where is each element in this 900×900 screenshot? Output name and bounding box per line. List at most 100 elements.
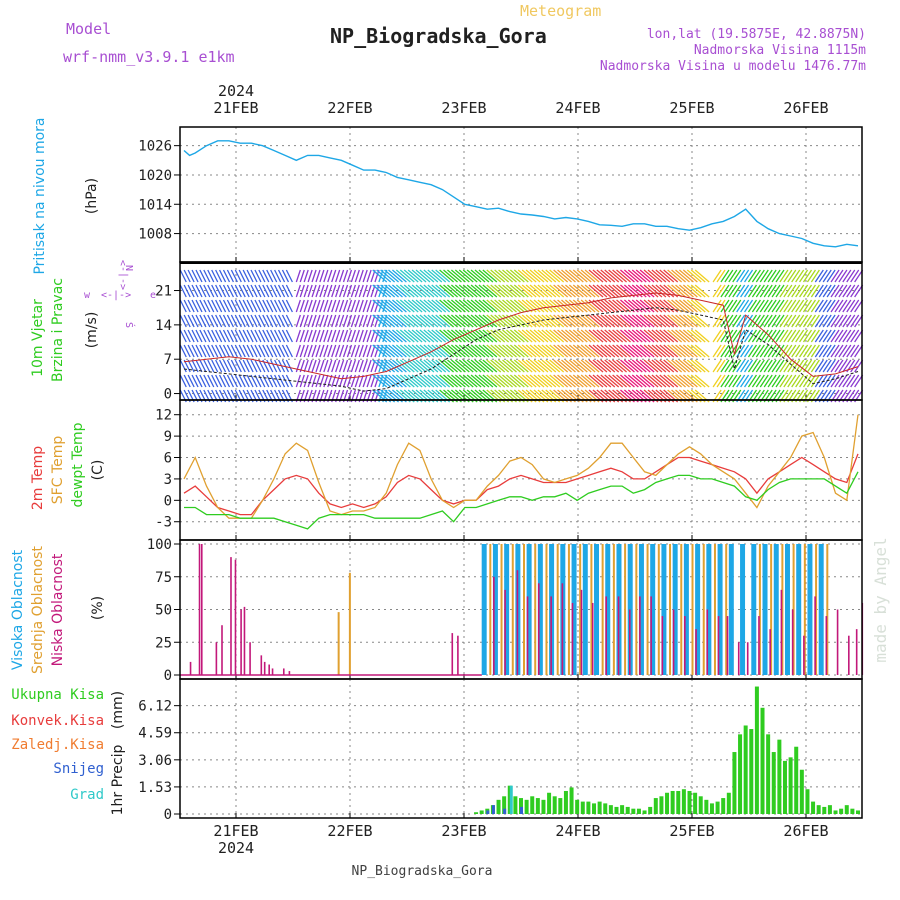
wind-barb bbox=[810, 299, 820, 313]
wind-barb bbox=[775, 359, 785, 373]
wind-barb bbox=[682, 284, 698, 298]
wind-barb bbox=[647, 374, 663, 388]
wind-barb bbox=[195, 269, 203, 283]
wind-barb bbox=[686, 284, 702, 298]
compass-arrow-v: <-|-> bbox=[118, 260, 129, 290]
wind-barb bbox=[679, 359, 694, 373]
wind-barb bbox=[822, 284, 832, 298]
wind-barb bbox=[509, 284, 525, 298]
wind-barb bbox=[215, 344, 223, 358]
wind-barb bbox=[242, 329, 250, 343]
wind-barb bbox=[388, 284, 403, 298]
low-cloud-bar bbox=[855, 629, 858, 675]
high-cloud-bar bbox=[594, 544, 600, 675]
wind-barb bbox=[498, 299, 513, 313]
wind-barb bbox=[728, 344, 738, 358]
wind-barb bbox=[767, 299, 777, 313]
wind-barb bbox=[372, 269, 388, 283]
mid-cloud-bar bbox=[669, 544, 672, 675]
bottom-tick-label: 25FEB bbox=[669, 822, 714, 840]
total-rain-bar bbox=[698, 796, 703, 814]
wind-barb bbox=[842, 284, 852, 298]
mid-cloud-bar bbox=[646, 544, 649, 675]
temp-title-3: dewpt Temp bbox=[70, 422, 86, 507]
wind-barb bbox=[211, 284, 219, 298]
wind-barb bbox=[486, 359, 502, 373]
wind-barb bbox=[372, 284, 388, 298]
total-rain-bar bbox=[782, 760, 787, 814]
wind-barb bbox=[747, 374, 758, 388]
wind-barb bbox=[529, 269, 545, 283]
wind-barb bbox=[834, 269, 844, 283]
wind-barb bbox=[384, 329, 399, 343]
wind-barb bbox=[736, 299, 746, 313]
wind-barb bbox=[716, 329, 726, 343]
wind-barb bbox=[443, 299, 458, 313]
wind-barb bbox=[435, 344, 451, 358]
high-cloud-bar bbox=[695, 544, 701, 675]
wind-barb bbox=[806, 359, 816, 373]
wind-barb bbox=[226, 374, 235, 388]
wind-barb bbox=[537, 344, 553, 358]
wind-barb bbox=[564, 374, 580, 388]
wind-barb bbox=[191, 299, 199, 313]
wind-barb bbox=[549, 359, 565, 373]
wind-barb bbox=[818, 269, 828, 283]
wind-barb bbox=[596, 359, 612, 373]
wind-barb bbox=[525, 359, 541, 373]
wind-barb bbox=[580, 284, 596, 298]
wind-barb bbox=[474, 329, 490, 343]
wind-barb bbox=[627, 374, 643, 388]
wind-barb bbox=[635, 329, 651, 343]
wind-barb bbox=[207, 314, 215, 328]
wind-barb bbox=[690, 359, 706, 373]
wind-barb bbox=[478, 329, 494, 343]
wind-barb bbox=[783, 359, 793, 373]
wind-barb bbox=[667, 269, 683, 283]
wind-barb bbox=[747, 329, 758, 343]
wind-barb bbox=[338, 329, 345, 343]
total-rain-bar bbox=[513, 796, 518, 814]
pressure-line bbox=[183, 140, 859, 248]
wind-barb bbox=[470, 374, 486, 388]
wind-barb bbox=[572, 284, 588, 298]
wind-barb bbox=[635, 359, 651, 373]
wind-barb bbox=[686, 329, 702, 343]
wind-barb bbox=[541, 299, 557, 313]
precip-legend-4: Snijeg bbox=[53, 761, 104, 777]
wind-barb bbox=[694, 329, 710, 343]
wind-barb bbox=[553, 284, 569, 298]
wind-barb bbox=[623, 374, 639, 388]
wind-barb bbox=[435, 299, 451, 313]
wind-barb bbox=[403, 329, 419, 343]
wind-barb bbox=[187, 314, 195, 328]
wind-barb bbox=[834, 284, 844, 298]
wind-barb bbox=[517, 329, 533, 343]
wind-barb bbox=[513, 344, 529, 358]
wind-barb bbox=[258, 359, 266, 373]
wind-barb bbox=[818, 344, 828, 358]
wind-barb bbox=[494, 269, 510, 283]
wind-barb bbox=[616, 359, 631, 373]
wind-barb bbox=[311, 374, 317, 388]
wind-barb bbox=[775, 374, 785, 388]
wind-barb bbox=[203, 314, 211, 328]
wind-barb bbox=[747, 284, 758, 298]
wind-barb bbox=[350, 284, 356, 298]
wind-barb bbox=[254, 299, 262, 313]
wind-barb bbox=[592, 299, 608, 313]
wind-barb bbox=[254, 329, 262, 343]
wind-barb bbox=[842, 329, 852, 343]
footer-station: NP_Biogradska_Gora bbox=[352, 864, 493, 879]
wind-barb bbox=[222, 314, 231, 328]
temp-title-1: 2m Temp bbox=[30, 446, 46, 510]
wind-barb bbox=[799, 284, 809, 298]
wind-barb bbox=[486, 299, 502, 313]
low-cloud-bar bbox=[550, 596, 552, 675]
wind-barb bbox=[258, 329, 266, 343]
wind-barb bbox=[215, 299, 223, 313]
wind-barb bbox=[191, 344, 199, 358]
wind-barb bbox=[655, 374, 671, 388]
wind-barb bbox=[450, 374, 466, 388]
wind-barb bbox=[525, 284, 541, 298]
